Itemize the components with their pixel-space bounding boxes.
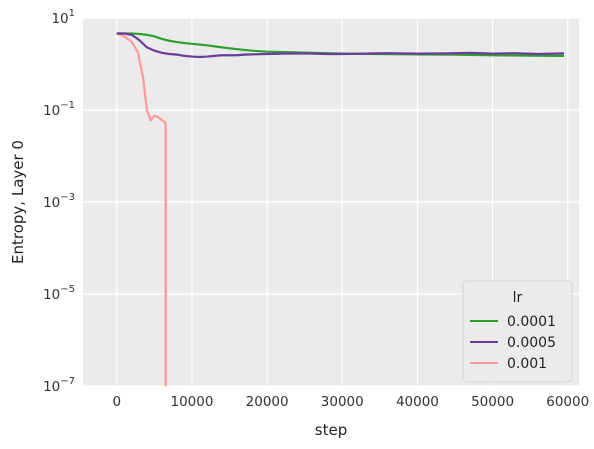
y-tick-label: 10−5 xyxy=(43,284,75,303)
y-tick-labels: 10−7 10−5 10−3 10−1 101 xyxy=(43,8,75,395)
legend-title: lr xyxy=(513,290,523,306)
legend-label: 0.001 xyxy=(507,356,547,372)
y-tick-label: 10−1 xyxy=(43,100,75,119)
x-tick-labels: 0 10000 20000 30000 40000 50000 60000 xyxy=(113,394,590,410)
series-line-0.0005 xyxy=(116,32,564,59)
x-tick-label: 60000 xyxy=(546,394,589,410)
x-tick-label: 30000 xyxy=(321,394,364,410)
y-tick-label: 10−3 xyxy=(43,192,75,211)
x-tick-label: 0 xyxy=(113,394,122,410)
x-tick-label: 10000 xyxy=(170,394,213,410)
y-tick-label: 101 xyxy=(51,8,75,27)
series-line-0.001 xyxy=(116,32,167,386)
y-tick-label: 10−7 xyxy=(43,376,75,395)
legend: lr 0.0001 0.0005 0.001 xyxy=(462,280,573,383)
legend-label: 0.0001 xyxy=(507,314,556,330)
y-axis-title: Entropy, Layer 0 xyxy=(9,140,27,264)
x-tick-label: 50000 xyxy=(471,394,514,410)
legend-label: 0.0005 xyxy=(507,335,556,351)
legend-box xyxy=(462,280,573,383)
series-lines xyxy=(116,32,564,386)
x-tick-label: 40000 xyxy=(396,394,439,410)
x-tick-label: 20000 xyxy=(246,394,289,410)
x-axis-title: step xyxy=(315,421,347,439)
